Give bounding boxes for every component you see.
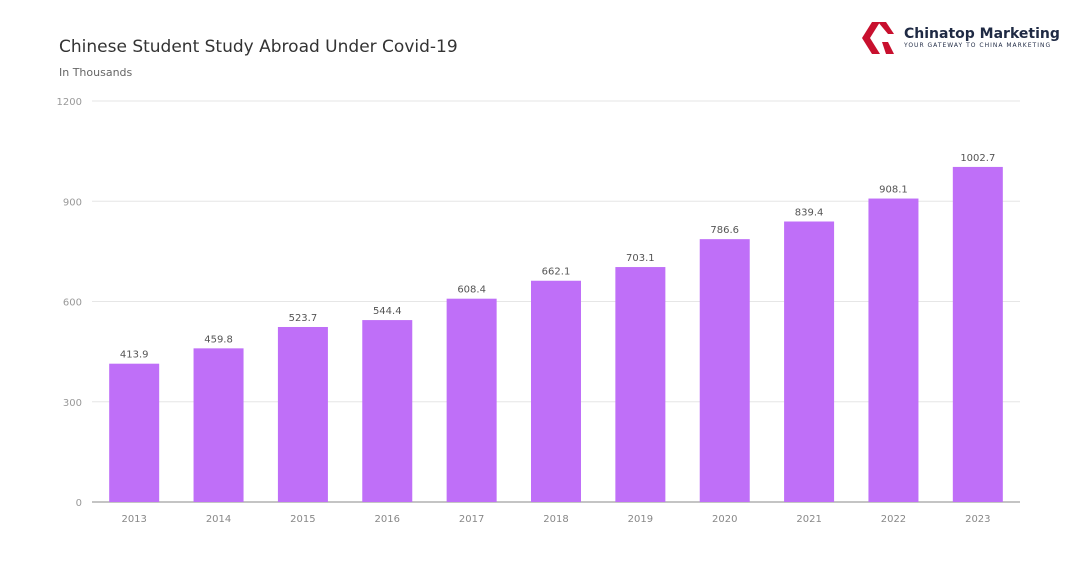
bar	[362, 320, 413, 502]
x-tick-label: 2013	[121, 514, 146, 525]
chart-title: Chinese Student Study Abroad Under Covid…	[59, 37, 458, 57]
y-tick-label: 0	[76, 498, 82, 509]
x-tick-label: 2023	[965, 514, 990, 525]
bar	[193, 348, 244, 502]
x-tick-label: 2022	[881, 514, 906, 525]
data-label: 839.4	[795, 208, 824, 219]
bar	[531, 280, 581, 502]
data-label: 1002.7	[960, 153, 995, 164]
data-label: 786.6	[710, 225, 739, 236]
data-label: 908.1	[879, 185, 908, 196]
y-tick-label: 600	[63, 298, 82, 309]
bar	[952, 166, 1003, 502]
x-tick-label: 2016	[375, 514, 400, 525]
bar	[615, 267, 666, 502]
x-tick-label: 2015	[290, 514, 315, 525]
x-tick-label: 2017	[459, 514, 484, 525]
bar	[699, 239, 750, 502]
bar	[277, 326, 328, 502]
bar	[446, 298, 497, 502]
data-label: 703.1	[626, 253, 655, 264]
x-tick-label: 2020	[712, 514, 737, 525]
data-label: 413.9	[120, 350, 149, 361]
y-tick-label: 1200	[57, 97, 82, 108]
logo-name: Chinatop Marketing	[904, 26, 1060, 42]
data-label: 544.4	[373, 306, 402, 317]
bar	[109, 363, 160, 502]
data-label: 459.8	[204, 334, 233, 345]
data-label: 662.1	[542, 267, 571, 278]
logo: Chinatop Marketing YOUR GATEWAY TO CHINA…	[858, 18, 1060, 58]
logo-icon	[862, 22, 894, 54]
logo-tagline: YOUR GATEWAY TO CHINA MARKETING	[904, 42, 1052, 49]
data-label: 608.4	[457, 285, 486, 296]
bar	[784, 221, 835, 503]
x-tick-label: 2018	[543, 514, 568, 525]
y-tick-label: 900	[63, 197, 82, 208]
x-tick-label: 2019	[628, 514, 653, 525]
y-tick-label: 300	[63, 398, 82, 409]
bar	[868, 198, 919, 502]
x-tick-label: 2021	[796, 514, 821, 525]
chart-subtitle: In Thousands	[59, 66, 133, 79]
x-tick-label: 2014	[206, 514, 231, 525]
data-label: 523.7	[289, 313, 318, 324]
